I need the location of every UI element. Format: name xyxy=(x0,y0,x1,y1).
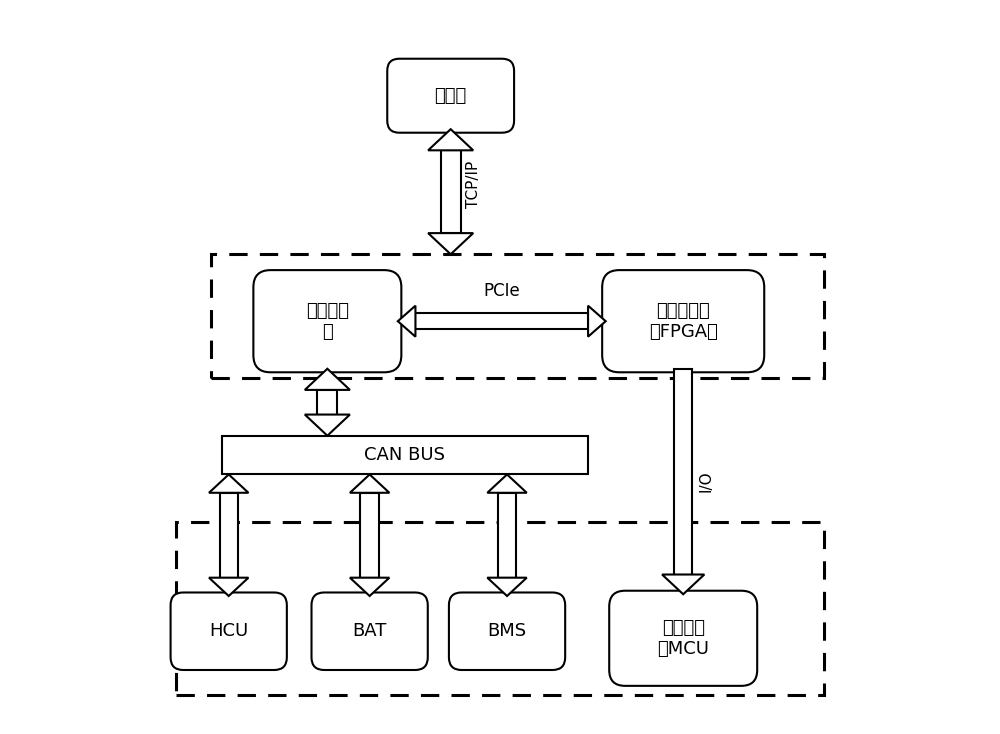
Text: 电机仿真机
（FPGA）: 电机仿真机 （FPGA） xyxy=(649,302,718,341)
FancyBboxPatch shape xyxy=(171,592,287,670)
Text: BMS: BMS xyxy=(487,622,527,640)
Bar xyxy=(176,522,824,694)
Text: CAN BUS: CAN BUS xyxy=(364,446,445,464)
Text: TCP/IP: TCP/IP xyxy=(466,161,481,208)
Polygon shape xyxy=(350,474,389,493)
Polygon shape xyxy=(428,129,473,150)
Bar xyxy=(211,254,824,377)
Polygon shape xyxy=(487,578,527,596)
Polygon shape xyxy=(209,474,248,493)
FancyBboxPatch shape xyxy=(449,592,565,670)
Bar xyxy=(674,368,692,575)
Bar xyxy=(441,150,461,233)
Polygon shape xyxy=(487,474,527,493)
Polygon shape xyxy=(209,578,248,596)
Text: 上位机: 上位机 xyxy=(435,87,467,105)
FancyBboxPatch shape xyxy=(253,270,401,372)
Bar xyxy=(317,390,337,415)
Polygon shape xyxy=(305,368,350,390)
Text: PCIe: PCIe xyxy=(483,282,520,300)
Polygon shape xyxy=(428,233,473,254)
Bar xyxy=(220,493,238,578)
Text: I/O: I/O xyxy=(699,470,714,493)
Text: 电机控制
器MCU: 电机控制 器MCU xyxy=(657,619,709,658)
Bar xyxy=(415,313,588,329)
FancyBboxPatch shape xyxy=(387,59,514,133)
Bar xyxy=(498,493,516,578)
FancyBboxPatch shape xyxy=(602,270,764,372)
Bar xyxy=(222,436,588,474)
FancyBboxPatch shape xyxy=(609,591,757,686)
Polygon shape xyxy=(398,305,415,337)
Polygon shape xyxy=(350,578,389,596)
Text: BAT: BAT xyxy=(352,622,387,640)
Polygon shape xyxy=(305,415,350,436)
FancyBboxPatch shape xyxy=(312,592,428,670)
Polygon shape xyxy=(662,575,704,595)
Bar xyxy=(360,493,379,578)
Polygon shape xyxy=(588,305,606,337)
Text: 整车仿真
机: 整车仿真 机 xyxy=(306,302,349,341)
Text: HCU: HCU xyxy=(209,622,248,640)
